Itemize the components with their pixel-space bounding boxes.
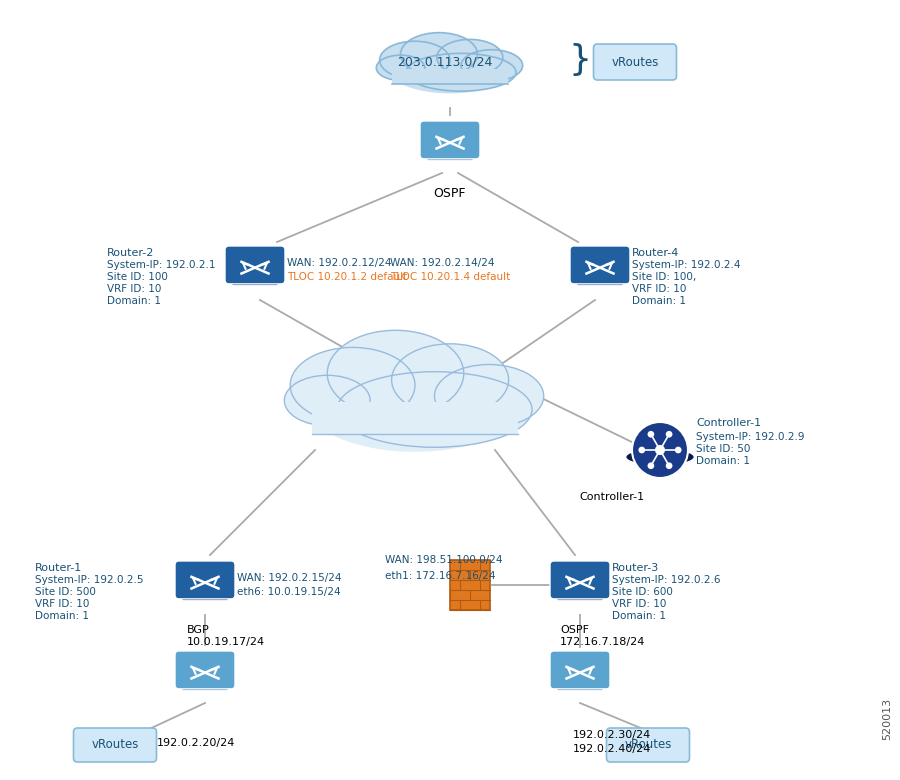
FancyBboxPatch shape (175, 651, 235, 689)
Ellipse shape (390, 47, 510, 94)
Text: TLOC 10.20.1.4 default: TLOC 10.20.1.4 default (390, 272, 510, 282)
Polygon shape (574, 280, 626, 285)
Text: Controller-1: Controller-1 (580, 492, 644, 502)
Circle shape (655, 445, 665, 455)
Ellipse shape (400, 33, 478, 76)
Text: Router-1: Router-1 (35, 563, 82, 573)
FancyBboxPatch shape (570, 246, 630, 284)
Ellipse shape (436, 40, 503, 76)
Text: WAN: 192.0.2.15/24: WAN: 192.0.2.15/24 (237, 573, 341, 583)
FancyBboxPatch shape (607, 728, 689, 762)
FancyBboxPatch shape (550, 561, 610, 599)
Text: Controller-1: Controller-1 (696, 418, 761, 428)
Ellipse shape (461, 50, 523, 81)
Text: Domain: 1: Domain: 1 (107, 296, 161, 306)
Text: Domain: 1: Domain: 1 (35, 611, 89, 621)
Text: TLOC 10.20.1.2 default: TLOC 10.20.1.2 default (287, 272, 407, 282)
Ellipse shape (392, 344, 508, 416)
Text: WAN: 192.0.2.12/24: WAN: 192.0.2.12/24 (287, 258, 392, 268)
FancyBboxPatch shape (420, 121, 480, 159)
Polygon shape (179, 595, 231, 600)
Text: System-IP: 192.0.2.5: System-IP: 192.0.2.5 (35, 575, 143, 585)
Text: Router-4: Router-4 (632, 248, 680, 258)
Ellipse shape (376, 55, 425, 80)
Text: vRoutes: vRoutes (611, 55, 659, 69)
Text: Router-2: Router-2 (107, 248, 155, 258)
Bar (450, 560, 490, 610)
Text: 172.16.7.18/24: 172.16.7.18/24 (560, 637, 645, 647)
Circle shape (666, 431, 672, 438)
Ellipse shape (328, 330, 464, 417)
Text: VRF ID: 10: VRF ID: 10 (632, 284, 687, 294)
Polygon shape (229, 280, 281, 285)
Text: System-IP: 192.0.2.4: System-IP: 192.0.2.4 (632, 260, 741, 270)
Circle shape (647, 463, 654, 469)
Ellipse shape (290, 347, 415, 423)
Text: Router-3: Router-3 (612, 563, 659, 573)
Ellipse shape (435, 364, 544, 427)
Text: Domain: 1: Domain: 1 (612, 611, 666, 621)
Text: VRF ID: 10: VRF ID: 10 (35, 599, 89, 609)
Polygon shape (424, 155, 476, 160)
FancyBboxPatch shape (175, 561, 235, 599)
Text: 520013: 520013 (882, 698, 892, 740)
Circle shape (666, 463, 672, 469)
Text: eth6: 10.0.19.15/24: eth6: 10.0.19.15/24 (237, 587, 340, 597)
Text: System-IP: 192.0.2.6: System-IP: 192.0.2.6 (612, 575, 721, 585)
Bar (392, 69, 508, 84)
Ellipse shape (308, 358, 522, 452)
Text: WAN: 192.0.2.14/24: WAN: 192.0.2.14/24 (390, 258, 494, 268)
Text: 10.0.19.17/24: 10.0.19.17/24 (187, 637, 266, 647)
FancyBboxPatch shape (74, 728, 157, 762)
Bar (311, 402, 518, 434)
Text: 192.0.2.20/24: 192.0.2.20/24 (157, 738, 236, 748)
Text: 203.0.113.0/24: 203.0.113.0/24 (397, 55, 492, 69)
Text: Site ID: 50: Site ID: 50 (696, 444, 751, 454)
Text: Site ID: 100: Site ID: 100 (107, 272, 168, 282)
Circle shape (632, 422, 688, 478)
Text: Domain: 1: Domain: 1 (632, 296, 686, 306)
FancyBboxPatch shape (225, 246, 285, 284)
Polygon shape (554, 685, 606, 690)
Polygon shape (554, 595, 606, 600)
Text: OSPF: OSPF (560, 625, 589, 635)
Circle shape (675, 447, 681, 453)
Text: System-IP: 192.0.2.1: System-IP: 192.0.2.1 (107, 260, 215, 270)
Text: WAN: 198.51.100.0/24: WAN: 198.51.100.0/24 (385, 555, 502, 565)
Text: Site ID: 100,: Site ID: 100, (632, 272, 697, 282)
Text: vRoutes: vRoutes (625, 739, 671, 751)
Text: System-IP: 192.0.2.9: System-IP: 192.0.2.9 (696, 432, 805, 442)
Ellipse shape (337, 372, 532, 447)
Text: eth1: 172.16.7.16/24: eth1: 172.16.7.16/24 (385, 571, 496, 581)
Text: Domain: 1: Domain: 1 (696, 456, 750, 466)
FancyBboxPatch shape (593, 44, 677, 80)
FancyBboxPatch shape (550, 651, 610, 689)
Ellipse shape (626, 449, 694, 465)
Circle shape (638, 447, 645, 453)
Text: VRF ID: 10: VRF ID: 10 (612, 599, 666, 609)
Polygon shape (179, 685, 231, 690)
Text: vRoutes: vRoutes (91, 739, 139, 751)
Circle shape (647, 431, 654, 438)
Text: VRF ID: 10: VRF ID: 10 (107, 284, 161, 294)
Text: 192.0.2.40/24: 192.0.2.40/24 (573, 744, 652, 754)
Text: }: } (568, 43, 591, 77)
Ellipse shape (406, 53, 516, 91)
Text: Site ID: 500: Site ID: 500 (35, 587, 96, 597)
Text: 192.0.2.30/24: 192.0.2.30/24 (573, 730, 652, 740)
Text: BGP: BGP (187, 625, 210, 635)
Ellipse shape (380, 41, 450, 79)
Text: Site ID: 600: Site ID: 600 (612, 587, 673, 597)
Ellipse shape (284, 375, 370, 426)
Text: OSPF: OSPF (434, 187, 466, 200)
